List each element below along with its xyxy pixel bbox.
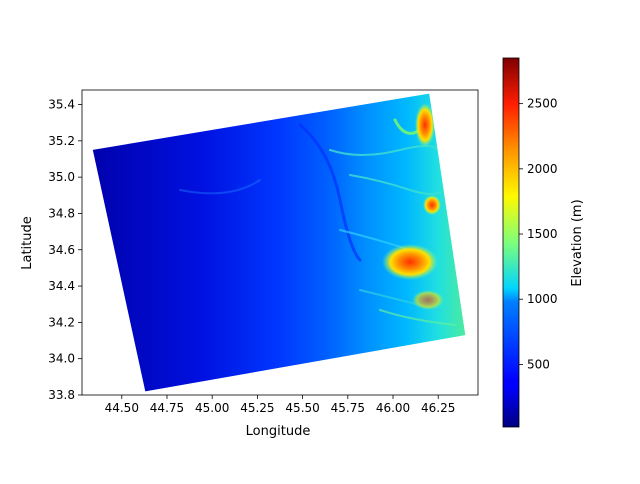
x-tick-label: 45.25 bbox=[240, 401, 274, 415]
plot-frame bbox=[81, 89, 479, 396]
y-tick-label: 35.0 bbox=[48, 170, 75, 184]
raster-base bbox=[92, 93, 466, 392]
x-axis-label: Longitude bbox=[246, 424, 311, 439]
y-tick-label: 34.8 bbox=[48, 206, 75, 220]
colorbar-ticks: 500 1000 1500 2000 2500 bbox=[519, 97, 558, 371]
x-axis: 44.50 44.75 45.00 45.25 45.50 45.75 46.00 46.25 bbox=[105, 395, 455, 415]
x-tick-label: 46.00 bbox=[376, 401, 410, 415]
colorbar-tick-label: 1000 bbox=[527, 292, 558, 306]
colorbar-tick-label: 1500 bbox=[527, 227, 558, 241]
y-tick-label: 34.4 bbox=[48, 279, 75, 293]
y-tick-label: 34.0 bbox=[48, 352, 75, 366]
colorbar: 500 1000 1500 2000 2500 Elevation (m) bbox=[502, 57, 585, 428]
x-tick-label: 45.00 bbox=[195, 401, 229, 415]
elevation-raster bbox=[92, 93, 466, 392]
y-tick-label: 34.6 bbox=[48, 243, 75, 257]
peak-east bbox=[423, 195, 441, 215]
x-tick-label: 45.75 bbox=[331, 401, 365, 415]
x-tick-label: 45.50 bbox=[285, 401, 319, 415]
colorbar-label: Elevation (m) bbox=[570, 199, 585, 286]
colorbar-tick-label: 500 bbox=[527, 357, 550, 371]
y-tick-label: 35.2 bbox=[48, 134, 75, 148]
y-tick-label: 33.8 bbox=[48, 388, 75, 402]
y-axis-label: Latitude bbox=[20, 216, 35, 270]
high-elevation-area bbox=[382, 244, 438, 280]
y-axis: 33.8 34.0 34.2 34.4 34.6 34.8 35.0 35.2 35.4 bbox=[48, 98, 82, 402]
x-tick-label: 46.25 bbox=[421, 401, 455, 415]
y-tick-label: 34.2 bbox=[48, 315, 75, 329]
x-tick-label: 44.50 bbox=[105, 401, 139, 415]
peak-southeast bbox=[412, 290, 444, 310]
peak-northeast bbox=[415, 103, 435, 147]
colorbar-tick-label: 2500 bbox=[527, 97, 558, 111]
colorbar-gradient bbox=[502, 57, 520, 428]
x-tick-label: 44.75 bbox=[150, 401, 184, 415]
plot-area: 44.50 44.75 45.00 45.25 45.50 45.75 46.00 46.25… bbox=[20, 89, 479, 439]
y-tick-label: 35.4 bbox=[48, 98, 75, 112]
colorbar-tick-label: 2000 bbox=[527, 162, 558, 176]
ridge-lines bbox=[179, 118, 456, 326]
